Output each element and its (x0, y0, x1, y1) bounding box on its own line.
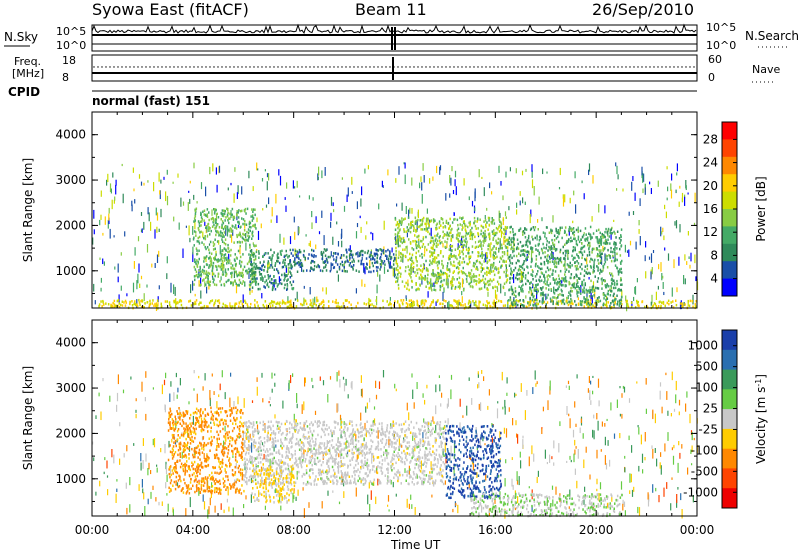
freq-label-2: [MHz] (12, 67, 45, 80)
xtick-label-5: 20:00 (579, 523, 614, 537)
velocity-panel-ytick-3: 1000 (55, 472, 86, 486)
power-colorbar-tick-3: 16 (703, 202, 718, 216)
station-title: Syowa East (fitACF) (92, 0, 249, 19)
power-colorbar-tick-1: 24 (703, 156, 718, 170)
velocity-panel-region-1 (243, 419, 447, 486)
velocity-colorbar-swatch-0 (722, 330, 737, 351)
power-colorbar-swatch-0 (722, 122, 737, 140)
power-panel-region-5 (508, 225, 623, 308)
velocity-colorbar-swatch-2 (722, 369, 737, 390)
xtick-label-6: 00:00 (680, 523, 715, 537)
power-panel-bg (92, 112, 697, 308)
velocity-colorbar-tick-5: -100 (691, 443, 718, 457)
power-panel-region-3 (293, 248, 396, 274)
noise-tick-bottom-right: 10^0 (706, 39, 737, 52)
velocity-colorbar-tick-6: -500 (691, 464, 718, 478)
noise-tick-top-right: 10^5 (706, 21, 737, 34)
velocity-panel-region-4 (251, 465, 296, 504)
power-colorbar-tick-2: 20 (703, 179, 718, 193)
power-panel-ytick-3: 1000 (55, 264, 86, 278)
beam-title: Beam 11 (355, 0, 427, 19)
power-panel-ylabel: Slant Range [km] (21, 158, 35, 262)
power-panel: 4000 3000 2000 1000 Slant Range [km] (21, 111, 699, 312)
velocity-panel-ytick-0: 4000 (55, 336, 86, 350)
velocity-colorbar-swatch-5 (722, 428, 737, 450)
power-colorbar-tick-6: 4 (710, 272, 718, 286)
summary-strips (4, 23, 790, 92)
velocity-colorbar-swatch-7 (722, 468, 737, 489)
nsky-label: N.Sky (4, 30, 39, 44)
noise-tick-top-left: 10^5 (56, 25, 87, 38)
x-axis-label: Time UT (391, 538, 441, 552)
date-title: 26/Sep/2010 (592, 0, 695, 19)
velocity-colorbar-swatch-3 (722, 389, 737, 410)
velocity-colorbar-swatch-8 (722, 488, 737, 509)
velocity-panel-ytick-1: 3000 (55, 381, 86, 395)
freq-panel-frame (91, 54, 698, 82)
power-colorbar-swatch-5 (722, 209, 737, 227)
velocity-colorbar-tick-7: -1000 (683, 485, 718, 499)
velocity-colorbar-tick-4: -25 (698, 422, 718, 436)
velocity-colorbar-swatch-4 (722, 409, 737, 430)
xtick-label-4: 16:00 (478, 523, 513, 537)
power-colorbar-swatch-7 (722, 243, 737, 262)
power-colorbar: 28 24 20 16 12 8 4 Power [dB] (703, 121, 768, 297)
freq-label-1: Freq. (14, 55, 42, 68)
velocity-colorbar-swatch-1 (722, 349, 737, 371)
velocity-panel-region-0 (167, 406, 245, 495)
power-panel-ytick-0: 4000 (55, 128, 86, 142)
velocity-panel-region-3 (470, 492, 623, 518)
power-colorbar-swatch-8 (722, 261, 737, 280)
nave-tick-top: 60 (708, 53, 722, 66)
velocity-colorbar-tick-1: 500 (695, 360, 718, 374)
velocity-panel-bg (92, 320, 697, 516)
velocity-panel-ylabel: Slant Range [km] (21, 366, 35, 470)
power-colorbar-swatch-1 (722, 139, 737, 158)
velocity-colorbar-tick-2: 100 (695, 381, 718, 395)
power-colorbar-swatch-3 (722, 174, 737, 193)
velocity-colorbar-tick-0: 1000 (687, 339, 718, 353)
power-colorbar-swatch-9 (722, 278, 737, 297)
velocity-panel-ytick-2: 2000 (55, 426, 86, 440)
nave-tick-bottom: 0 (708, 71, 715, 84)
nsearch-label: N.Search (745, 29, 800, 43)
velocity-colorbar-tick-3: 25 (703, 402, 718, 416)
power-colorbar-swatch-2 (722, 156, 737, 175)
freq-tick-bottom: 8 (62, 71, 69, 84)
velocity-colorbar: 1000 500 100 25 -25 -100 -500 -1000 Velocity [m … (683, 329, 769, 509)
velocity-colorbar-frame (721, 329, 738, 509)
freq-tick-top: 18 (62, 54, 76, 67)
power-panel-ytick-2: 2000 (55, 218, 86, 232)
xtick-label-1: 04:00 (176, 523, 211, 537)
power-panel-region-1 (192, 207, 258, 287)
velocity-colorbar-swatch-6 (722, 448, 737, 469)
nave-label: Nave (752, 63, 781, 76)
xtick-label-3: 12:00 (377, 523, 412, 537)
power-colorbar-tick-4: 12 (703, 225, 718, 239)
cpid-value: normal (fast) 151 (92, 94, 210, 108)
xtick-label-2: 08:00 (276, 523, 311, 537)
xtick-label-0: 00:00 (75, 523, 110, 537)
power-panel-region-2 (249, 248, 295, 292)
velocity-panel: 4000 3000 2000 1000 Slant Range [km] (21, 319, 699, 519)
velocity-panel-region-2 (444, 424, 502, 500)
power-panel-ytick-1: 3000 (55, 173, 86, 187)
power-colorbar-tick-0: 28 (703, 132, 718, 146)
noise-tick-bottom-left: 10^0 (56, 39, 87, 52)
power-colorbar-tick-5: 8 (710, 248, 718, 262)
power-colorbar-swatch-6 (722, 226, 737, 245)
power-colorbar-swatch-4 (722, 191, 737, 210)
cpid-label: CPID (8, 85, 41, 99)
power-panel-region-4 (394, 216, 510, 292)
velocity-colorbar-label: Velocity [m s-1] (754, 374, 769, 464)
noise-panel-frame (91, 24, 698, 52)
power-colorbar-label: Power [dB] (754, 176, 768, 241)
